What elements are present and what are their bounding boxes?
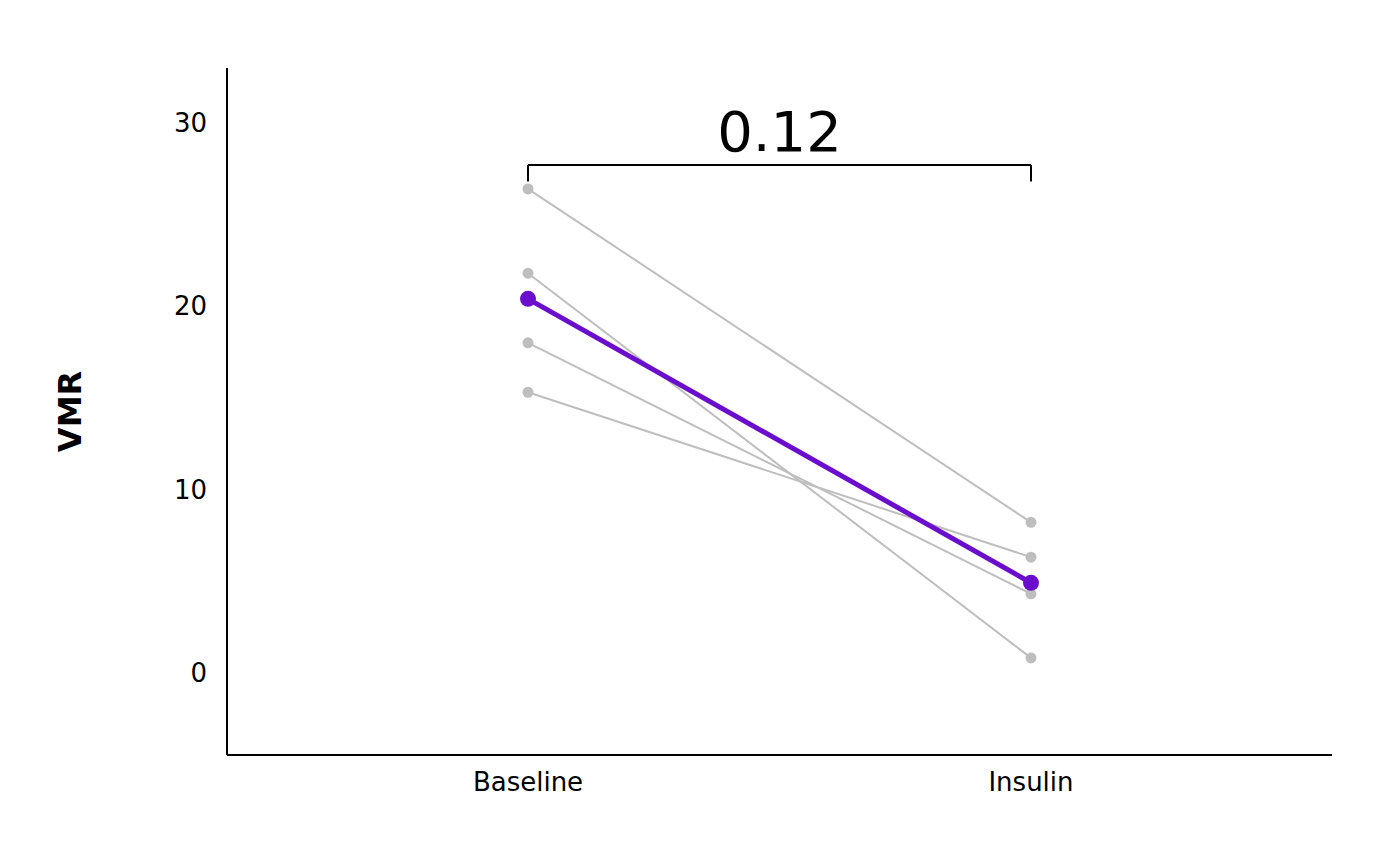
svg-text:Insulin: Insulin xyxy=(988,767,1073,797)
svg-text:Baseline: Baseline xyxy=(473,767,583,797)
svg-text:30: 30 xyxy=(174,108,207,138)
svg-text:VMR: VMR xyxy=(51,371,89,452)
svg-text:20: 20 xyxy=(174,291,207,321)
svg-text:10: 10 xyxy=(174,475,207,505)
svg-text:0: 0 xyxy=(190,658,207,688)
svg-text:0.12: 0.12 xyxy=(717,99,842,164)
